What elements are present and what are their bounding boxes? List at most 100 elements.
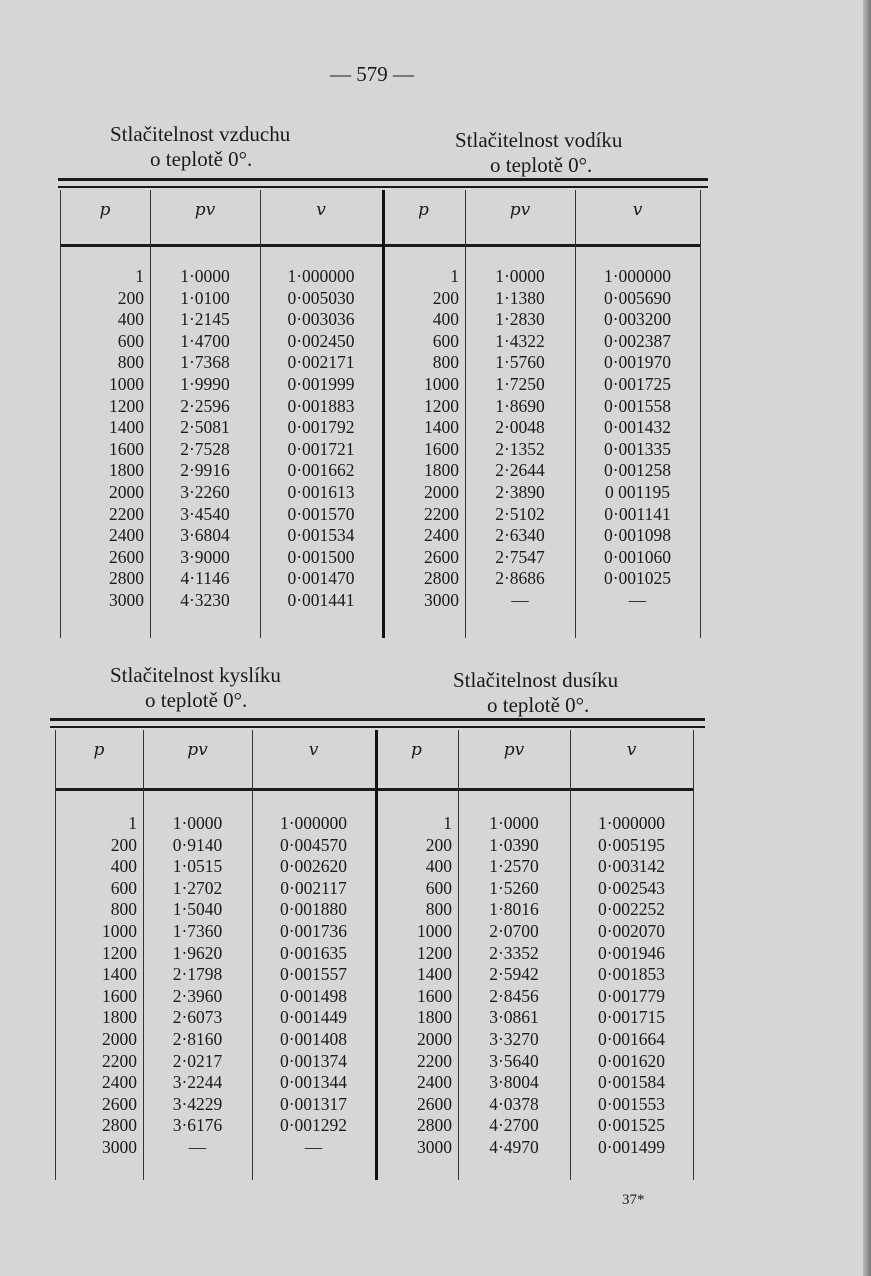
double-rule-top bbox=[58, 178, 708, 181]
cell-pv: 2·1798 bbox=[172, 964, 223, 985]
cell-pressure: 800 bbox=[432, 352, 459, 373]
cell-pv: 2·6340 bbox=[495, 525, 545, 546]
cell-pv: 1·0100 bbox=[180, 287, 230, 308]
cell-pv: — bbox=[511, 590, 529, 610]
cell-volume: 0·001970 bbox=[603, 352, 672, 373]
cell-pv: 1·2702 bbox=[172, 877, 223, 898]
cell-pressure: 800 bbox=[117, 352, 144, 373]
cell-pv: 1·4700 bbox=[180, 330, 230, 351]
cell-pressure: 1800 bbox=[102, 1007, 137, 1028]
cell-pressure: 2000 bbox=[424, 482, 459, 502]
cell-volume: — bbox=[304, 1137, 323, 1157]
cell-pv: 1·9620 bbox=[172, 942, 223, 963]
cell-pv: 2·8160 bbox=[172, 1029, 223, 1049]
cell-pv: 3·0861 bbox=[489, 1007, 539, 1028]
cell-pv: 2·0217 bbox=[172, 1050, 223, 1071]
cell-pressure: 2800 bbox=[102, 1115, 137, 1136]
cell-pressure: 1000 bbox=[424, 374, 459, 394]
cell-volume: 0·001635 bbox=[279, 942, 348, 963]
cell-pv: 1·2145 bbox=[180, 309, 230, 330]
cell-volume: 0·002543 bbox=[597, 877, 666, 898]
cell-volume: 0·001664 bbox=[597, 1029, 666, 1049]
cell-pressure: 3000 bbox=[417, 1137, 452, 1157]
cell-pv: 3·2260 bbox=[180, 482, 230, 502]
cell-pressure: 2400 bbox=[417, 1072, 452, 1093]
double-rule-bottom bbox=[50, 726, 705, 728]
cell-pv: 4·4970 bbox=[489, 1137, 539, 1157]
cell-volume: 1·000000 bbox=[279, 813, 348, 833]
cell-pressure: 200 bbox=[110, 834, 137, 855]
cell-pressure: 1000 bbox=[102, 921, 137, 941]
column-line bbox=[700, 190, 701, 638]
center-divider bbox=[375, 730, 378, 1180]
cell-volume: 0·001999 bbox=[287, 374, 355, 394]
cell-volume: 0·003036 bbox=[287, 309, 355, 330]
cell-pressure: 2400 bbox=[424, 525, 459, 546]
cell-volume: 0·001725 bbox=[603, 374, 672, 394]
cell-pressure: 2200 bbox=[424, 503, 459, 524]
column-header-v: v bbox=[316, 200, 326, 220]
cell-pv: 3·4229 bbox=[172, 1093, 223, 1114]
cell-volume: 0·001553 bbox=[597, 1093, 666, 1114]
cell-pressure: 2800 bbox=[109, 568, 144, 589]
cell-volume: 0·002252 bbox=[597, 899, 666, 920]
cell-pv: 1·0000 bbox=[172, 813, 223, 833]
cell-pv: 4·1146 bbox=[180, 568, 230, 589]
cell-pressure: 1200 bbox=[109, 395, 144, 416]
cell-pressure: 200 bbox=[117, 287, 144, 308]
column-line bbox=[60, 190, 61, 638]
cell-pv: 3·6176 bbox=[172, 1115, 223, 1136]
cell-pv: 1·5760 bbox=[495, 352, 545, 373]
cell-pressure: 200 bbox=[432, 287, 459, 308]
cell-volume: 0·001374 bbox=[279, 1050, 348, 1071]
cell-volume: 0·001570 bbox=[287, 503, 355, 524]
cell-volume: 0·001408 bbox=[279, 1029, 348, 1049]
cell-volume: 0·001499 bbox=[597, 1137, 666, 1157]
column-line bbox=[693, 730, 694, 1180]
cell-pv: 1·4322 bbox=[495, 330, 545, 351]
cell-pressure: 1800 bbox=[417, 1007, 452, 1028]
cell-volume: 0·001558 bbox=[603, 395, 672, 416]
cell-pv: 4·3230 bbox=[180, 590, 230, 610]
cell-pressure: 2400 bbox=[102, 1072, 137, 1093]
table-subtitle-hydrogen: o teplotě 0°. bbox=[490, 153, 593, 177]
cell-pv: 0·9140 bbox=[172, 834, 223, 855]
cell-volume: 1·000000 bbox=[603, 266, 672, 286]
cell-volume: 0·001344 bbox=[279, 1072, 348, 1093]
cell-pressure: 800 bbox=[425, 899, 452, 920]
cell-volume: 0·002117 bbox=[280, 877, 347, 898]
column-header-v: v bbox=[626, 740, 637, 760]
cell-volume: 0·001317 bbox=[279, 1093, 348, 1114]
column-line bbox=[458, 730, 459, 1180]
cell-pressure: 3000 bbox=[109, 590, 144, 610]
cell-volume: 0·001098 bbox=[603, 525, 672, 546]
cell-volume: 0·002387 bbox=[603, 330, 672, 351]
cell-pv: 2·3960 bbox=[172, 985, 223, 1006]
cell-pressure: 3000 bbox=[102, 1137, 137, 1157]
cell-pv: 1·7360 bbox=[172, 921, 223, 941]
cell-pressure: 400 bbox=[117, 309, 144, 330]
cell-volume: 0·001880 bbox=[279, 899, 348, 920]
cell-pressure: 2200 bbox=[109, 503, 144, 524]
cell-pressure: 1200 bbox=[424, 395, 459, 416]
cell-volume: 0·001025 bbox=[603, 568, 672, 589]
double-rule-top bbox=[50, 718, 705, 721]
cell-pressure: 1400 bbox=[109, 417, 144, 438]
cell-pv: 1·5040 bbox=[172, 899, 223, 920]
cell-volume: 0·001060 bbox=[603, 546, 672, 567]
cell-volume: 0·001721 bbox=[287, 438, 355, 459]
cell-pv: 3·5640 bbox=[489, 1050, 539, 1071]
cell-volume: 0·001498 bbox=[279, 985, 348, 1006]
cell-volume: 0·003142 bbox=[597, 856, 666, 877]
cell-pressure: 3000 bbox=[424, 590, 459, 610]
cell-pressure: 1800 bbox=[424, 460, 459, 481]
column-header-p: p bbox=[411, 740, 422, 760]
cell-volume: 0 001195 bbox=[605, 482, 670, 502]
cell-volume: 0·002171 bbox=[287, 352, 355, 373]
cell-pv: 2·6073 bbox=[172, 1007, 223, 1028]
cell-pv: 2·5081 bbox=[180, 417, 230, 438]
cell-pressure: 2800 bbox=[417, 1115, 452, 1136]
cell-pv: 2·5942 bbox=[489, 964, 539, 985]
column-header-pv: pv bbox=[503, 740, 525, 760]
column-header-p: p bbox=[99, 200, 111, 220]
